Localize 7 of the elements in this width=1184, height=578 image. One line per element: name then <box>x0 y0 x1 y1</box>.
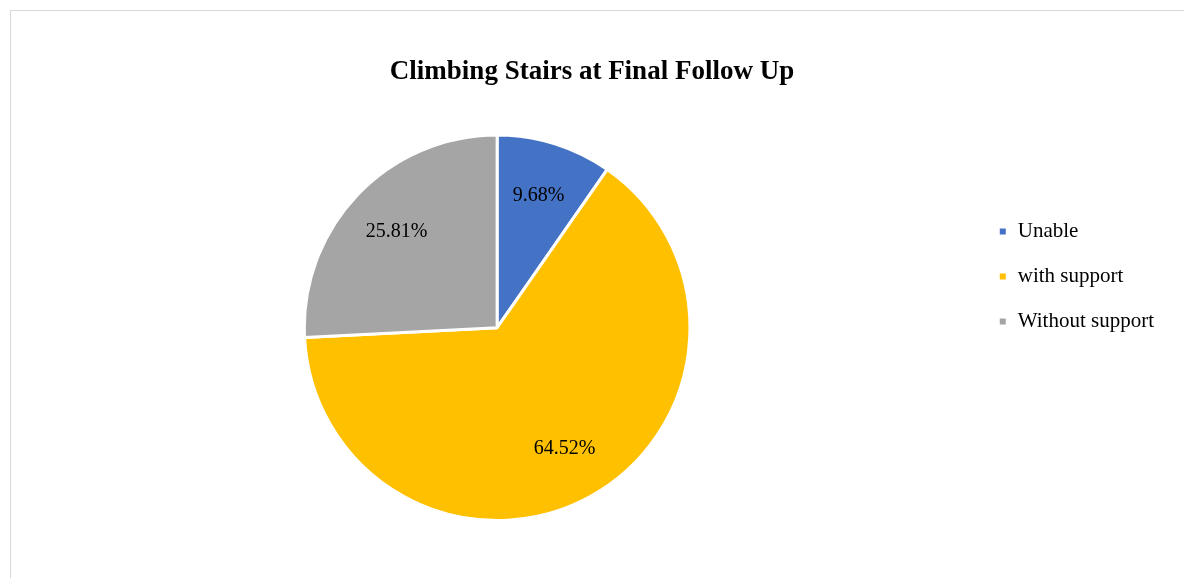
data-label: 64.52% <box>533 436 596 459</box>
data-label: 9.68% <box>512 182 565 205</box>
legend-label: Without support <box>1017 308 1155 333</box>
data-label: 25.81% <box>365 219 428 242</box>
chart-title: Climbing Stairs at Final Follow Up <box>389 55 795 86</box>
legend-label: with support <box>1017 263 1124 288</box>
legend-label: Unable <box>1017 218 1079 243</box>
